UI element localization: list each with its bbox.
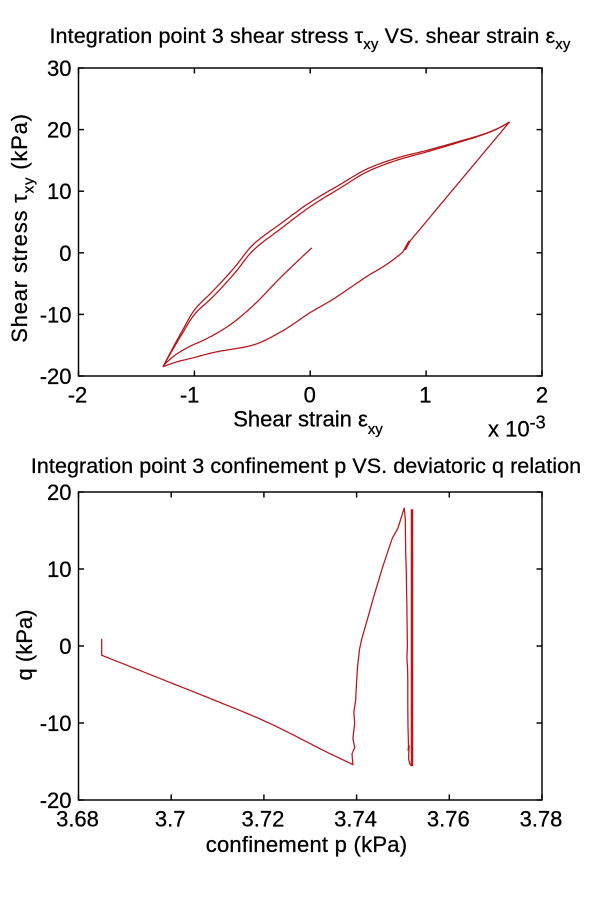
svg-text:-10: -10 <box>40 711 72 736</box>
svg-text:Integration point 3 confinemen: Integration point 3 confinement p VS. de… <box>31 454 581 478</box>
svg-text:30: 30 <box>47 56 71 81</box>
svg-text:3.68: 3.68 <box>56 806 99 831</box>
svg-text:2: 2 <box>536 382 548 407</box>
svg-text:20: 20 <box>47 480 71 505</box>
svg-text:20: 20 <box>47 118 71 143</box>
svg-text:0: 0 <box>304 382 316 407</box>
svg-text:-10: -10 <box>40 302 72 327</box>
svg-text:10: 10 <box>47 557 71 582</box>
svg-text:3.72: 3.72 <box>241 806 284 831</box>
svg-text:-20: -20 <box>40 364 72 389</box>
svg-text:1: 1 <box>419 382 431 407</box>
svg-text:0: 0 <box>59 241 71 266</box>
svg-text:-2: -2 <box>68 382 88 407</box>
svg-text:0: 0 <box>59 634 71 659</box>
svg-text:10: 10 <box>47 179 71 204</box>
svg-text:3.78: 3.78 <box>520 806 563 831</box>
svg-text:3.7: 3.7 <box>155 806 186 831</box>
svg-text:q (kPa): q (kPa) <box>12 610 37 681</box>
svg-text:-1: -1 <box>180 382 200 407</box>
svg-text:3.74: 3.74 <box>334 806 377 831</box>
svg-text:3.76: 3.76 <box>427 806 470 831</box>
svg-text:-20: -20 <box>40 788 72 813</box>
svg-text:confinement p (kPa): confinement p (kPa) <box>206 832 408 857</box>
